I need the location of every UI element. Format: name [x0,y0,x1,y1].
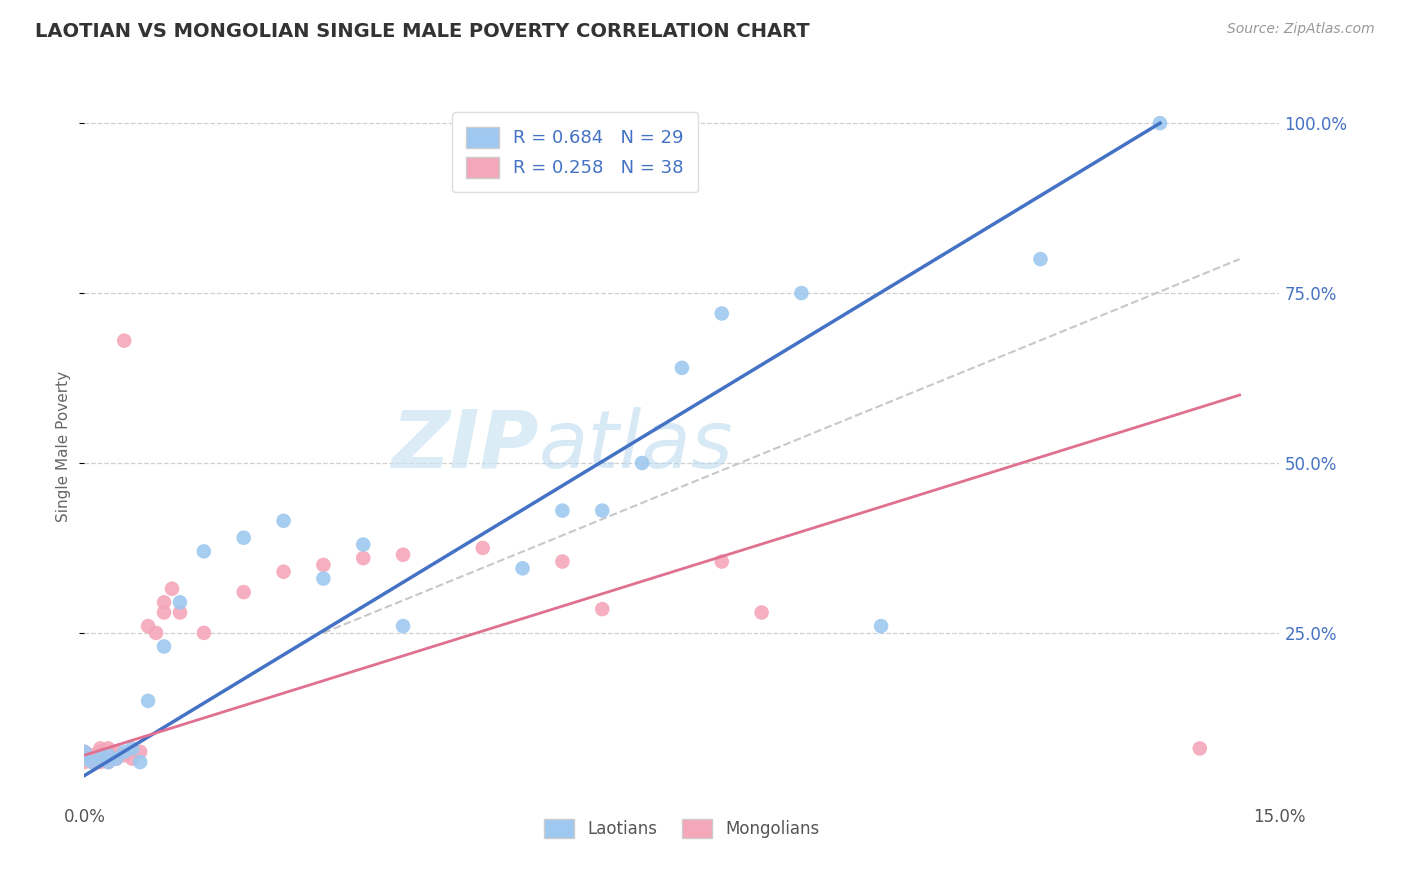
Point [121,751,143,765]
Y-axis label: Single Male Poverty: Single Male Poverty [56,370,72,522]
Point [129,745,152,759]
Point [73,748,96,763]
Text: LAOTIAN VS MONGOLIAN SINGLE MALE POVERTY CORRELATION CHART: LAOTIAN VS MONGOLIAN SINGLE MALE POVERTY… [35,22,810,41]
Point [312,558,335,572]
Point [89,755,111,769]
Point [352,551,374,566]
Point [169,595,191,609]
Point [273,565,295,579]
Point [790,286,813,301]
Point [551,555,574,569]
Text: ZIP: ZIP [391,407,538,485]
Legend: Laotians, Mongolians: Laotians, Mongolians [537,812,827,845]
Point [193,626,215,640]
Point [160,582,183,596]
Point [105,751,128,765]
Point [312,572,335,586]
Point [551,503,574,517]
Point [105,745,128,759]
Point [591,503,613,517]
Point [392,619,415,633]
Point [97,748,120,763]
Point [392,548,415,562]
Point [97,755,120,769]
Point [82,748,104,763]
Point [145,626,167,640]
Point [97,741,120,756]
Point [751,606,773,620]
Point [89,751,111,765]
Point [153,606,176,620]
Point [710,555,733,569]
Point [512,561,534,575]
Point [82,755,104,769]
Point [1149,116,1171,130]
Point [89,745,111,759]
Point [73,745,96,759]
Point [89,741,111,756]
Point [631,456,654,470]
Point [82,751,104,765]
Point [112,748,135,763]
Point [121,741,143,756]
Point [97,755,120,769]
Point [591,602,613,616]
Point [232,531,254,545]
Point [73,751,96,765]
Point [352,537,374,551]
Point [136,694,159,708]
Point [671,360,693,375]
Text: Source: ZipAtlas.com: Source: ZipAtlas.com [1227,22,1375,37]
Point [710,306,733,320]
Point [112,745,135,759]
Point [153,640,176,654]
Point [1029,252,1052,266]
Text: atlas: atlas [538,407,734,485]
Point [89,751,111,765]
Point [73,755,96,769]
Point [153,595,176,609]
Point [112,334,135,348]
Point [105,751,128,765]
Point [471,541,494,555]
Point [273,514,295,528]
Point [97,751,120,765]
Point [1188,741,1211,756]
Point [169,606,191,620]
Point [73,751,96,765]
Point [73,745,96,759]
Point [232,585,254,599]
Point [136,619,159,633]
Point [193,544,215,558]
Point [870,619,893,633]
Point [129,755,152,769]
Point [82,755,104,769]
